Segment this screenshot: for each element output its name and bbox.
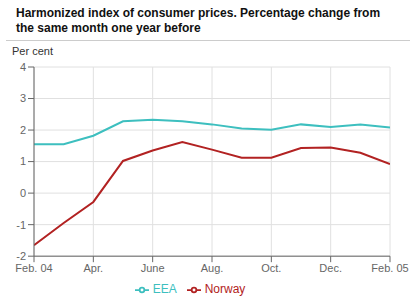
svg-text:-1: -1	[16, 219, 26, 231]
html-text:Per cent: Per cent	[12, 45, 53, 57]
svg-text:-2: -2	[16, 250, 26, 262]
svg-text:1: 1	[20, 155, 26, 167]
svg-text:4: 4	[20, 61, 26, 73]
svg-text:Feb. 05: Feb. 05	[371, 262, 408, 274]
html-text:Norway: Norway	[204, 282, 246, 297]
svg-text:Oct.: Oct.	[261, 262, 281, 274]
svg-text:Feb. 04: Feb. 04	[15, 262, 52, 274]
svg-text:3: 3	[20, 92, 26, 104]
svg-text:June: June	[141, 262, 165, 274]
html-text:EEA: EEA	[152, 282, 177, 297]
svg-text:0: 0	[20, 187, 26, 199]
svg-text:2: 2	[20, 124, 26, 136]
svg-text:Apr.: Apr.	[84, 262, 104, 274]
html-text:Harmonized index of consumer p: Harmonized index of consumer prices. Per…	[16, 6, 381, 35]
svg-text:Dec.: Dec.	[319, 262, 342, 274]
svg-text:Aug.: Aug.	[201, 262, 224, 274]
